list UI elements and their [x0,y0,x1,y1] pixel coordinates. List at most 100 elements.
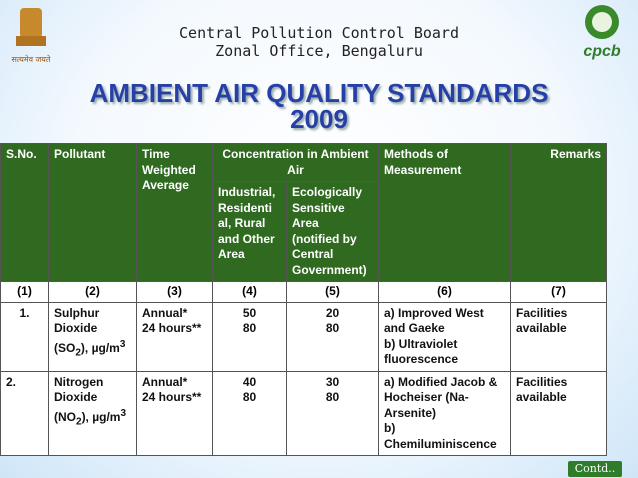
cell-line: Chemiluminiscence [384,436,497,451]
emblem-motto: सत्यमेव जयते [12,54,51,64]
text: al, Rural [218,216,266,230]
table-row: 1. Sulphur Dioxide (SO2), µg/m3 Annual* 24 ho… [0,301,607,372]
cell-line: Arsenite) [384,405,437,420]
sno: 1. [0,301,49,372]
text: Sulphur [54,305,100,320]
cell-line: b) Ultraviolet [384,336,458,351]
text: Measurement [384,162,462,177]
sno: 2. [0,370,49,456]
cell-line: 20 [325,305,340,320]
pollutant: Nitrogen Dioxide (NO2), µg/m3 [48,370,137,456]
text: Central [292,247,334,261]
text: ), µg/m [80,340,120,355]
title-year: 2009 [290,104,348,134]
logo-text: cpcb [583,43,621,60]
cell-line: 80 [242,321,257,335]
text: Sensitive [292,200,345,215]
text: Area [218,247,245,261]
header-concentration: Concentration in Ambient Air [212,143,379,182]
text: Dioxide [54,390,98,404]
text: 2. [6,374,17,389]
header-sno: S.No. [0,143,49,282]
text: Average [142,178,189,192]
cell-line: 80 [242,390,257,404]
table-row: 2. Nitrogen Dioxide (NO2), µg/m3 Annual* 24 h… [0,370,607,456]
cell-line: fluorescence [384,352,459,366]
org-name: Central Pollution Control Board [179,24,459,42]
text: Ecologically [292,185,363,199]
header-industrial: Industrial, Residenti al, Rural and Other Ar… [212,181,287,282]
text: Concentration in Ambient Air [222,147,369,177]
text: Remarks [550,147,601,161]
cell-line: b) [384,421,396,435]
cell-line: 50 [242,305,257,320]
cell-line: 40 [242,374,257,389]
col-number: (2) [48,281,137,303]
text: Time [142,147,170,161]
text: 1. [19,305,30,320]
header-methods: Methods of Measurement [378,143,511,282]
text: Nitrogen [54,374,104,389]
time-average: Annual* 24 hours** [136,370,213,456]
text: Area [292,216,319,230]
text: Pollutant [54,147,106,161]
cell-line: a) Improved West [384,305,484,320]
text: 3 [120,407,127,419]
emblem: सत्यमेव जयते [12,8,51,64]
col-number: (6) [378,281,511,303]
col-number: (7) [510,281,607,303]
cpcb-logo: cpcb [583,5,621,60]
ecological-value: 20 80 [286,301,379,372]
title: AMBIENT AIR QUALITY STANDARDS [89,78,549,108]
text: Government) [292,262,367,277]
cell-line: 80 [325,321,340,335]
text: S.No. [6,147,37,161]
cell-line: 24 hours** [142,321,202,335]
text: (SO [54,340,76,355]
method: a) Improved West and Gaeke b) Ultraviolet f… [378,301,511,372]
cell-line: available [516,390,567,404]
cell-line: Facilities [516,305,568,320]
org-office: Zonal Office, Bengaluru [215,42,423,60]
cell-line: Annual* [142,374,188,389]
col-number: (4) [212,281,287,303]
pollutant: Sulphur Dioxide (SO2), µg/m3 [48,301,137,372]
ecological-value: 30 80 [286,370,379,456]
text: 2 [76,415,82,427]
text: (NO [54,409,76,424]
industrial-value: 40 80 [212,370,287,456]
time-average: Annual* 24 hours** [136,301,213,372]
cell-line: available [516,321,567,335]
cell-line: 80 [325,390,340,404]
header-pollutant: Pollutant [48,143,137,282]
remarks: Facilities available [510,370,607,456]
text: Dioxide [54,321,98,335]
text: and Other [218,231,275,246]
col-number: (5) [286,281,379,303]
text: Weighted [142,162,196,177]
method: a) Modified Jacob & Hocheiser (Na- Arsenit… [378,370,511,456]
cell-line: a) Modified Jacob & [384,374,498,389]
header-remarks: Remarks [510,143,607,282]
cell-line: and Gaeke [384,321,445,335]
standards-table: S.No. Pollutant Time Weighted Average Conc… [0,143,607,456]
text: ), µg/m [81,409,121,424]
text: Residenti [218,200,273,215]
text: Industrial, [218,185,276,199]
cell-line: 24 hours** [142,390,202,404]
continued-button[interactable]: Contd.. [568,461,622,477]
col-number: (3) [136,281,213,303]
text: (notified by [292,231,357,246]
cell-line: Facilities [516,374,568,389]
text: 2 [75,346,81,358]
cell-line: Hocheiser (Na- [384,390,469,404]
cell-line: 30 [325,374,340,389]
text: 3 [119,338,126,350]
industrial-value: 50 80 [212,301,287,372]
header-ecological: Ecologically Sensitive Area (notified by Cen… [286,181,379,282]
text: Methods of [384,147,448,161]
cell-line: Annual* [142,305,188,320]
header-time: Time Weighted Average [136,143,213,282]
col-number: (1) [0,281,49,303]
